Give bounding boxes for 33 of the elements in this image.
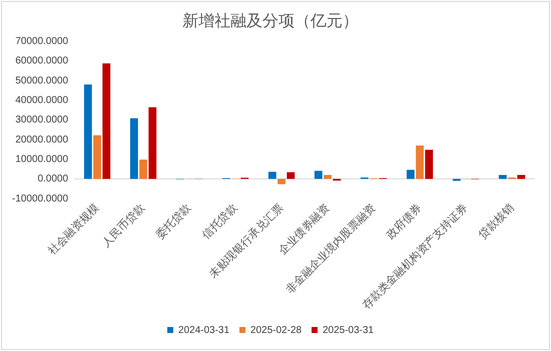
x-tick-label: 贷款核销 xyxy=(476,201,516,242)
bar xyxy=(93,135,102,179)
y-tick-label: 60000.0000 xyxy=(15,56,69,67)
bar xyxy=(130,118,138,179)
bar xyxy=(84,84,92,179)
x-tick-label: 信托贷款 xyxy=(199,201,240,242)
x-tick-label: 人民币贷款 xyxy=(99,201,148,250)
bar xyxy=(102,63,110,179)
bar xyxy=(517,174,526,179)
y-tick-label: 40000.0000 xyxy=(15,94,69,106)
bar xyxy=(324,174,332,179)
bar xyxy=(406,170,414,179)
bar xyxy=(139,160,148,179)
bar xyxy=(278,178,286,184)
chart-title: 新增社融及分项（亿元） xyxy=(182,12,358,30)
y-tick-label: 30000.0000 xyxy=(15,114,69,126)
legend-label: 2025-02-28 xyxy=(250,324,302,336)
legend-label: 2025-03-31 xyxy=(322,324,374,336)
bar xyxy=(498,174,507,179)
bar xyxy=(286,172,295,179)
y-tick-label: 20000.0000 xyxy=(15,134,69,146)
y-tick-label: 70000.0000 xyxy=(15,36,69,47)
y-tick-label: 50000.0000 xyxy=(15,75,69,86)
legend-label: 2024-03-31 xyxy=(178,324,230,336)
x-tick-label: 政府债券 xyxy=(384,201,424,242)
bar xyxy=(314,170,322,179)
x-tick-label: 委托贷款 xyxy=(153,201,194,242)
bar xyxy=(268,172,276,179)
y-tick-label: 0.0000 xyxy=(38,174,69,185)
bar xyxy=(425,150,433,179)
bar xyxy=(416,145,424,179)
y-tick-label: 10000.0000 xyxy=(15,154,69,165)
bar xyxy=(148,107,156,179)
